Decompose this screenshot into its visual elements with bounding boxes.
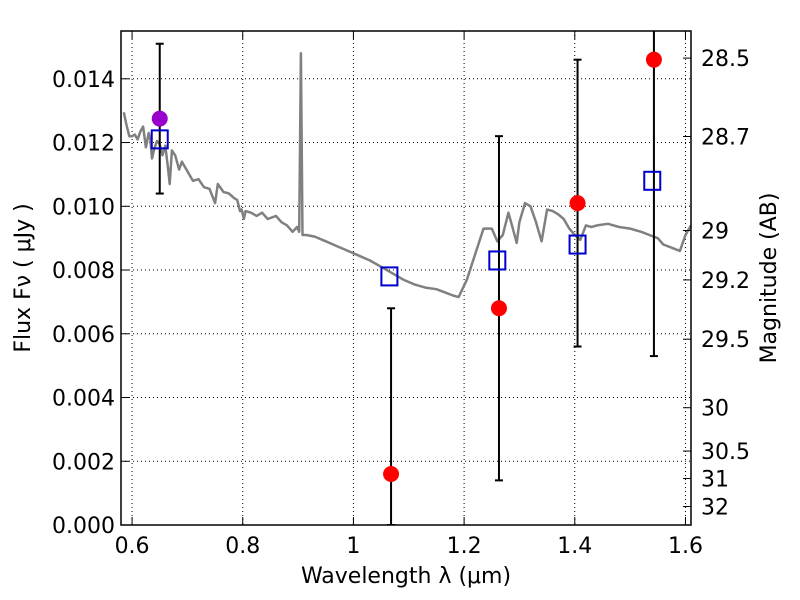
y2-tick-label: 32 <box>701 496 729 521</box>
y-tick-label: 0.006 <box>52 323 115 348</box>
y2-tick-label: 31 <box>701 467 729 492</box>
observed-flux-point <box>569 195 586 212</box>
y2-tick-label: 28.7 <box>701 125 750 150</box>
y-tick-label: 0.014 <box>52 68 115 93</box>
x-tick-label: 1.2 <box>447 534 482 559</box>
observed-flux-point <box>490 300 507 317</box>
y2-tick-label: 30.5 <box>701 440 750 465</box>
observed-flux-point <box>645 51 662 68</box>
x-tick-labels: 0.6 0.8 1 1.2 1.4 1.6 <box>115 534 703 559</box>
x-axis-title: Wavelength λ (μm) <box>301 564 511 589</box>
y2-tick-label: 29.2 <box>701 269 750 294</box>
y-tick-labels: 0.000 0.002 0.004 0.006 0.008 0.010 0.012 0.014 <box>52 68 115 539</box>
observed-flux-point <box>383 466 400 483</box>
y-tick-label: 0.004 <box>52 387 115 412</box>
y-tick-label: 0.000 <box>52 514 115 539</box>
plot-area <box>122 31 691 525</box>
x-tick-label: 0.8 <box>225 534 260 559</box>
model-photometry-square <box>568 234 587 255</box>
x-tick-label: 1.4 <box>557 534 592 559</box>
y-tick-label: 0.012 <box>52 132 115 157</box>
observed-flux-point <box>151 110 168 127</box>
grid <box>121 31 691 526</box>
y2-tick-label: 28.5 <box>701 47 750 72</box>
sed-model-line <box>122 52 691 299</box>
y-tick-label: 0.008 <box>52 259 115 284</box>
y2-tick-labels: 28.5 28.7 29 29.2 29.5 30 30.531 32 <box>701 47 750 520</box>
model-photometry-square <box>150 129 169 150</box>
y2-tick-label: 30 <box>701 397 729 422</box>
model-photometry-square <box>643 170 662 191</box>
plot-frame <box>120 30 692 526</box>
model-photometry-square <box>380 266 399 287</box>
y2-tick-label: 29.5 <box>701 328 750 353</box>
y-tick-label: 0.010 <box>52 195 115 220</box>
y2-tick-label: 29 <box>701 220 729 245</box>
x-tick-label: 0.6 <box>115 534 150 559</box>
x-tick-label: 1 <box>346 534 360 559</box>
y-tick-label: 0.002 <box>52 450 115 475</box>
tick-marks <box>121 31 691 526</box>
model-photometry-square <box>488 250 507 271</box>
y2-axis-title: Magnitude (AB) <box>757 193 782 364</box>
x-tick-label: 1.6 <box>668 534 703 559</box>
y-axis-title: Flux Fν ( μJy ) <box>11 203 36 352</box>
